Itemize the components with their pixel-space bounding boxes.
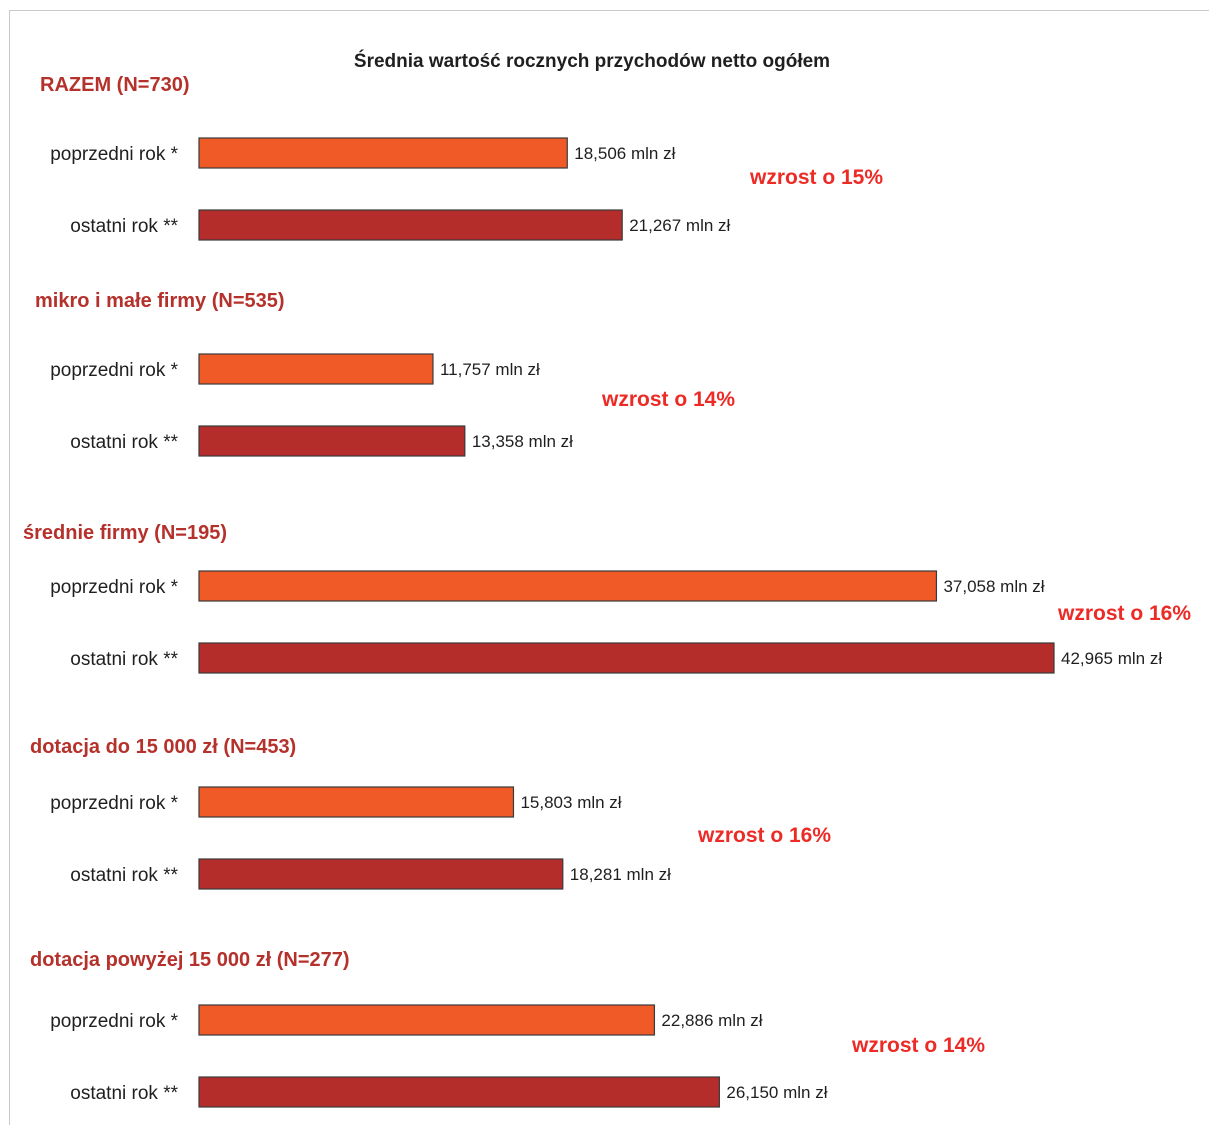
value-label: 15,803 mln zł <box>520 793 621 812</box>
value-label: 22,886 mln zł <box>661 1011 762 1030</box>
frame-left-border <box>9 10 10 1125</box>
category-label: poprzedni rok * <box>50 1011 178 1032</box>
category-label: poprzedni rok * <box>50 793 178 814</box>
frame-top-border <box>9 10 1209 11</box>
growth-label: wzrost o 16% <box>1057 602 1191 625</box>
group-label: średnie firmy (N=195) <box>23 522 227 544</box>
group-label: mikro i małe firmy (N=535) <box>35 290 285 312</box>
group-label: RAZEM (N=730) <box>40 74 189 96</box>
chart-title: Średnia wartość rocznych przychodów nett… <box>354 50 830 72</box>
value-label: 21,267 mln zł <box>629 216 730 235</box>
category-label: ostatni rok ** <box>70 432 178 453</box>
category-label: ostatni rok ** <box>70 649 178 670</box>
growth-label: wzrost o 16% <box>697 824 831 847</box>
value-label: 18,281 mln zł <box>570 865 671 884</box>
bar-last-year <box>198 425 466 457</box>
category-label: ostatni rok ** <box>70 865 178 886</box>
growth-label: wzrost o 14% <box>851 1034 985 1057</box>
value-label: 11,757 mln zł <box>440 360 540 379</box>
category-label: ostatni rok ** <box>70 1083 178 1104</box>
bar-previous-year <box>198 137 568 169</box>
bar-previous-year <box>198 1004 656 1036</box>
bar-previous-year <box>198 786 515 818</box>
category-label: poprzedni rok * <box>50 577 178 598</box>
growth-label: wzrost o 14% <box>601 388 735 411</box>
category-label: ostatni rok ** <box>70 216 178 237</box>
bar-previous-year <box>198 353 434 385</box>
category-label: poprzedni rok * <box>50 144 178 165</box>
growth-label: wzrost o 15% <box>749 166 883 189</box>
group-label: dotacja do 15 000 zł (N=453) <box>30 736 296 758</box>
bar-last-year <box>198 209 623 241</box>
category-label: poprzedni rok * <box>50 360 178 381</box>
value-label: 42,965 mln zł <box>1061 649 1162 668</box>
value-label: 13,358 mln zł <box>472 432 573 451</box>
bar-last-year <box>198 1076 720 1108</box>
bar-last-year <box>198 642 1055 674</box>
bar-previous-year <box>198 570 938 602</box>
bar-last-year <box>198 858 564 890</box>
group-label: dotacja powyżej 15 000 zł (N=277) <box>30 949 350 971</box>
value-label: 18,506 mln zł <box>574 144 675 163</box>
value-label: 26,150 mln zł <box>726 1083 827 1102</box>
value-label: 37,058 mln zł <box>943 577 1044 596</box>
